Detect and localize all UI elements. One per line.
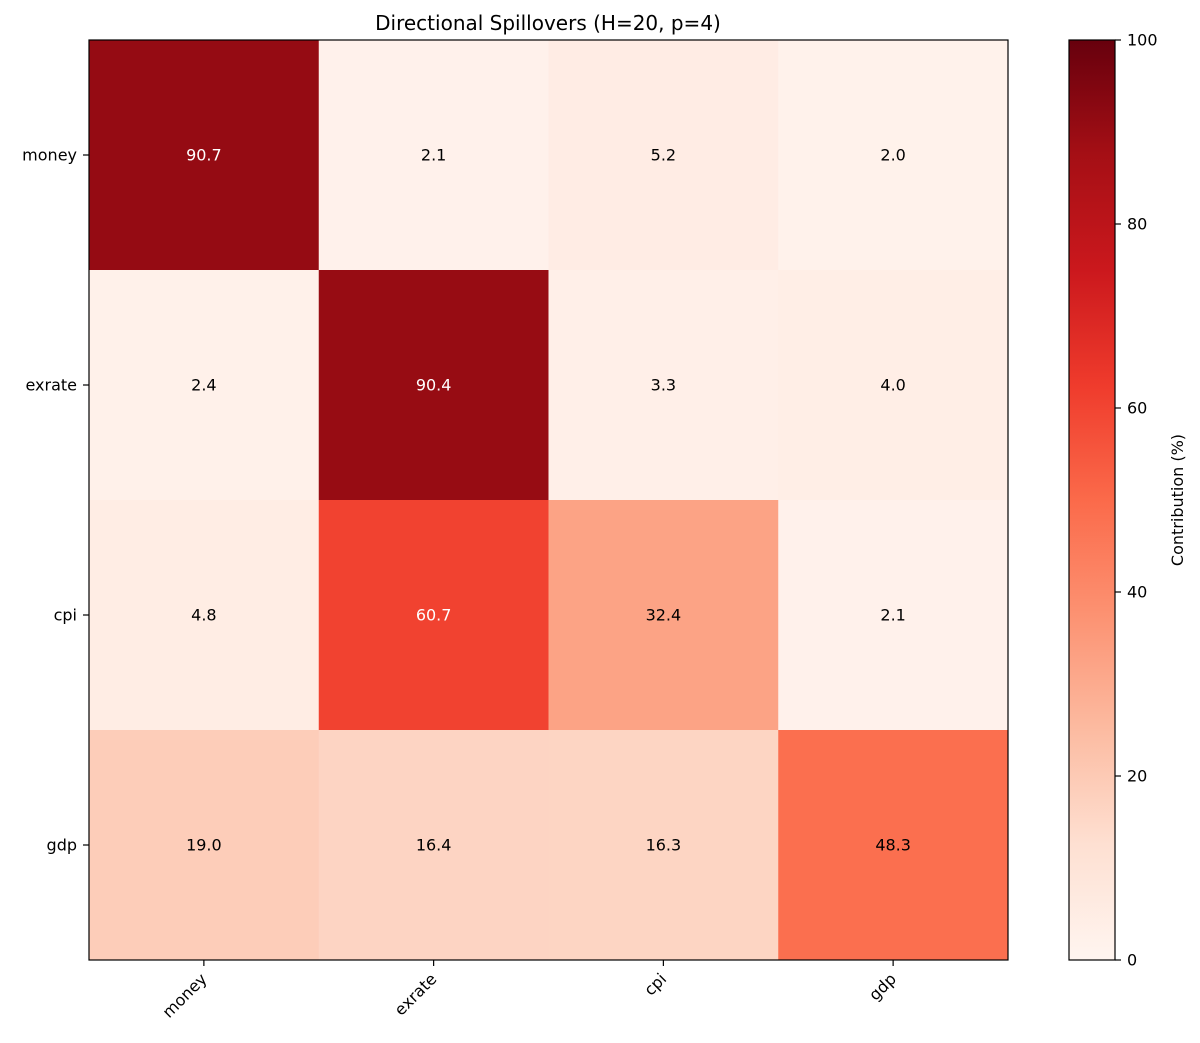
cell-value-label: 48.3 [875,836,911,855]
y-tick-label: cpi [54,606,77,625]
x-tick-label: gdp [865,969,900,1004]
y-tick-label: gdp [47,836,77,855]
cell-value-label: 60.7 [416,606,452,625]
y-tick-label: exrate [25,376,77,395]
colorbar-tick-label: 80 [1127,215,1147,234]
heatmap-cell-exrate-cpi [548,270,779,501]
x-tick-label: cpi [640,969,670,999]
heatmap-cell-gdp-exrate [318,730,549,961]
x-tick-label: money [158,969,210,1021]
x-tick-label: exrate [391,969,441,1019]
colorbar-tick-label: 0 [1127,951,1137,970]
colorbar-label: Contribution (%) [1168,434,1187,566]
y-axis-ticks: money exrate cpi gdp [22,146,89,855]
heatmap-cell-gdp-money [89,730,320,961]
cell-value-label: 2.0 [880,146,905,165]
heatmap-cell-exrate-exrate [318,270,549,501]
y-tick-label: money [22,146,77,165]
cell-value-label: 2.4 [191,376,216,395]
plot-frame [88,39,1009,961]
heatmap-cell-cpi-cpi [548,500,779,731]
cell-value-label: 19.0 [186,836,222,855]
heatmap-cell-cpi-gdp [778,500,1009,731]
colorbar [1068,39,1116,961]
chart-title: Directional Spillovers (H=20, p=4) [375,11,721,35]
cell-value-label: 16.3 [646,836,682,855]
cell-value-labels: 90.7 2.1 5.2 2.0 2.4 90.4 3.3 4.0 4.8 60.7 32.4 2.1… [186,146,911,855]
heatmap-cell-exrate-gdp [778,270,1009,501]
heatmap-cell-cpi-exrate [318,500,549,731]
cell-value-label: 90.7 [186,146,222,165]
heatmap-cell-money-money [89,40,320,271]
heatmap-cell-exrate-money [89,270,320,501]
heatmap-cell-money-cpi [548,40,779,271]
heatmap-cells [89,40,1009,961]
colorbar-tick-label: 40 [1127,583,1147,602]
colorbar-ticks: 0 20 40 60 80 100 [1115,31,1158,970]
cell-value-label: 90.4 [416,376,452,395]
cell-value-label: 4.0 [880,376,905,395]
heatmap-cell-money-exrate [318,40,549,271]
heatmap-cell-gdp-cpi [548,730,779,961]
colorbar-tick-label: 20 [1127,767,1147,786]
cell-value-label: 3.3 [651,376,676,395]
cell-value-label: 32.4 [646,606,682,625]
colorbar-tick-label: 100 [1127,31,1158,50]
heatmap-cell-gdp-gdp [778,730,1009,961]
colorbar-tick-label: 60 [1127,399,1147,418]
cell-value-label: 2.1 [421,146,446,165]
cell-value-label: 5.2 [651,146,676,165]
cell-value-label: 4.8 [191,606,216,625]
heatmap-cell-cpi-money [89,500,320,731]
heatmap-cell-money-gdp [778,40,1009,271]
cell-value-label: 2.1 [880,606,905,625]
cell-value-label: 16.4 [416,836,452,855]
x-axis-ticks: money exrate cpi gdp [158,960,900,1022]
